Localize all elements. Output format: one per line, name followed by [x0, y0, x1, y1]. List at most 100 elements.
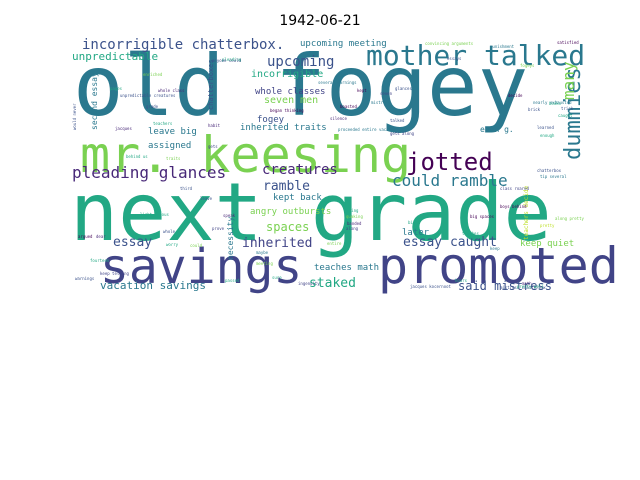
word-could-ramble: could ramble — [392, 171, 508, 190]
word-mistress-chatterbox: mistress chatterbox — [500, 285, 546, 290]
word-grade: grade — [146, 104, 159, 109]
word-incorrigible: incorrigible — [251, 69, 323, 80]
word-could: could — [190, 243, 203, 248]
word-chatterboxes: chatterboxes — [207, 59, 215, 110]
word-gets: gets — [208, 144, 218, 149]
word-pretty: pretty — [540, 223, 555, 228]
word-gets-along: gets along — [390, 131, 415, 136]
word-caught: caught — [558, 113, 573, 118]
word-whole-classes: whole classes — [255, 87, 325, 97]
word-dummies: dummies — [561, 67, 586, 160]
word-books: books — [549, 101, 562, 106]
word-second-essay: second essay — [90, 72, 99, 130]
word-enough: enough — [540, 133, 555, 138]
word-savings: savings — [100, 239, 302, 295]
word-fourteen: fourteen — [90, 258, 110, 263]
word-seven: seven — [380, 91, 393, 96]
word-worry: worry — [166, 242, 179, 247]
word-teachers-decide: teachers decide — [523, 185, 530, 240]
word-convincing-arguments: convincing arguments — [425, 41, 474, 46]
word-whole: whole — [163, 229, 176, 234]
word-incorrigible-chatterbox: incorrigible chatterbox. — [82, 37, 284, 53]
word-math: math — [522, 281, 532, 286]
word-trick: trick — [561, 106, 574, 111]
word-keep-quiet: keep quiet — [520, 239, 574, 249]
word-saying: saying — [344, 208, 359, 213]
word-mother-talked: mother talked — [366, 39, 585, 72]
chart-title: 1942-06-21 — [279, 13, 361, 29]
word-began-thinking: began thinking — [270, 108, 304, 113]
word-boasted: boasted — [340, 104, 357, 109]
word-said-mistress: said mistress — [458, 279, 552, 293]
word-talked: talked — [390, 118, 405, 123]
word-satisfied: satisfied — [557, 40, 579, 45]
word-decide: decide — [508, 93, 523, 98]
word-assigned: assigned — [148, 141, 191, 151]
word-along-pretty: along pretty — [555, 216, 584, 221]
word-leave: leave — [200, 196, 213, 201]
word-teaches: teaches — [462, 231, 479, 236]
word-boys-behind: boys behind — [500, 204, 527, 209]
word-jotted: jotted — [406, 148, 493, 176]
word-big-spaces: big spaces — [470, 214, 495, 219]
word-next-grade: next grade — [70, 166, 552, 259]
word-banded: banded — [347, 221, 362, 226]
word-hours: hours — [455, 278, 468, 283]
word-dear: dear — [96, 234, 106, 239]
word-glances: glances — [395, 86, 412, 91]
word-enriched: enriched — [143, 72, 163, 77]
word-spaces: spaces — [266, 220, 309, 234]
word-fogeys: fogeys — [520, 63, 535, 68]
word-keep-telling: keep telling — [100, 271, 129, 276]
word-pleading-glances: pleading glances — [72, 163, 226, 182]
word-ingenuity: ingenuity — [298, 281, 320, 286]
word-warnings: warnings — [75, 276, 95, 281]
word-pretty-well: pretty well — [517, 284, 544, 289]
word-essays: essays — [447, 56, 462, 61]
word-chatterbox: chatterbox — [537, 168, 562, 173]
word-nearly-exhausted: nearly exhausted — [533, 100, 572, 105]
word-punishment: punishment — [490, 44, 515, 49]
word-keep: keep — [490, 246, 500, 251]
word-prove: prove — [212, 226, 225, 231]
word-big: big — [408, 220, 416, 225]
word-entire: entire — [327, 241, 342, 246]
word-light-aneous: light-aneous — [140, 212, 169, 217]
word-pleading: pleading — [222, 57, 242, 62]
word-anyone-could: anyone could — [212, 58, 241, 63]
word-meeting: meeting — [256, 261, 273, 266]
word-speak: speak — [223, 213, 236, 218]
word-passed: passed — [225, 278, 240, 283]
word-brick: brick — [528, 107, 541, 112]
word-jacques: jacques — [115, 126, 132, 131]
word-necessity: necessity — [226, 216, 235, 260]
word-creatures: creatures — [262, 162, 338, 178]
word-whole-class: whole class — [158, 88, 185, 93]
word-learned: learned — [537, 125, 554, 130]
word-teaches-math: teaches math — [314, 263, 379, 273]
word-later: later — [402, 228, 430, 238]
word-maybe: maybe — [256, 250, 269, 255]
word-upcoming: upcoming — [267, 54, 334, 70]
word-would-never: would never — [72, 103, 77, 130]
word-class-roared: class roared — [500, 186, 529, 191]
word-mr-keesing: mr. keesing — [80, 126, 411, 184]
word-inherited-traits: inherited traits — [240, 123, 327, 133]
word-kept-back: kept back — [273, 193, 322, 203]
word-many: many — [559, 61, 578, 100]
word-essay-caught: essay caught — [403, 235, 497, 250]
word-along: along — [346, 226, 359, 231]
word-kept: kept — [357, 88, 367, 93]
word-staked: staked — [309, 276, 356, 291]
word-vacation-savings: vacation savings — [100, 279, 206, 292]
word-several-warnings: several warnings — [318, 80, 357, 85]
word-third: third — [180, 186, 193, 191]
word-pages: pages — [110, 86, 123, 91]
word-essay: essay — [113, 235, 152, 250]
word-unpredictable: unpredictable — [72, 50, 158, 63]
word-unpredictable-creatures: unpredictable creatures — [120, 93, 176, 98]
word-inherited: inherited — [242, 236, 312, 251]
word-jacques-kocernoot: jacques kocernoot — [410, 284, 452, 289]
word-proceeded-entire-vacation: proceeded entire vacation — [338, 127, 399, 132]
